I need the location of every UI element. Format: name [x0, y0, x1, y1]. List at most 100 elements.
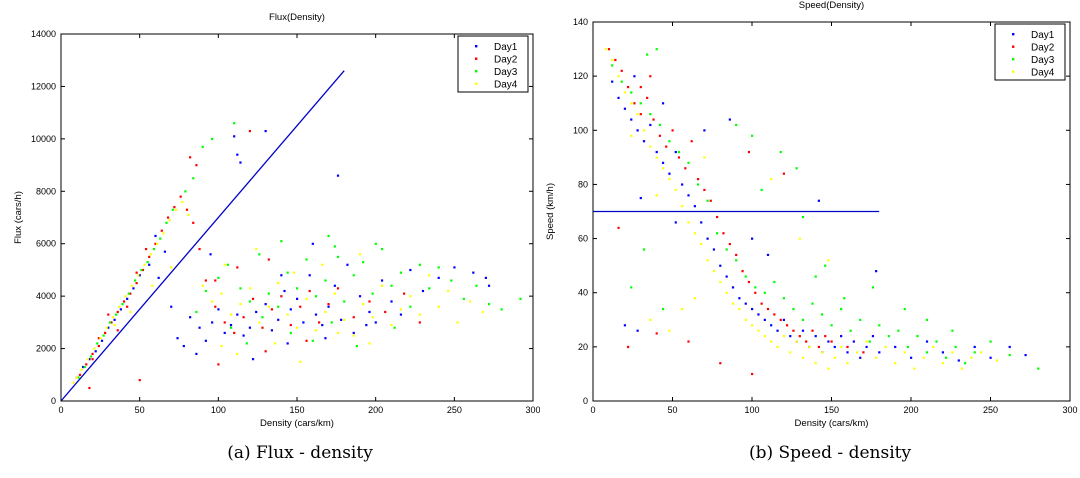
data-point-day2	[308, 289, 311, 293]
data-point-day3	[362, 261, 365, 264]
data-point-day1	[725, 275, 728, 278]
data-point-day4	[428, 274, 431, 277]
x-tick-label: 150	[289, 405, 304, 415]
data-point-day4	[894, 362, 897, 365]
data-point-day3	[916, 335, 919, 338]
data-point-day4	[358, 253, 362, 256]
chart-title: Flux(Density)	[269, 12, 325, 23]
data-point-day3	[801, 318, 805, 321]
data-point-day1	[623, 107, 626, 110]
data-point-day4	[719, 280, 722, 284]
data-point-day2	[620, 69, 623, 72]
data-point-day1	[766, 253, 770, 257]
data-point-day1	[661, 102, 665, 105]
data-point-day3	[871, 286, 875, 289]
data-point-day4	[481, 310, 484, 314]
data-point-day3	[289, 331, 292, 335]
data-point-day4	[75, 376, 78, 379]
data-point-day3	[462, 297, 465, 300]
legend-label: Day2	[494, 55, 518, 66]
data-point-day2	[684, 167, 687, 170]
data-point-day1	[941, 351, 944, 354]
data-point-day3	[355, 344, 358, 348]
data-point-day1	[957, 359, 960, 362]
data-point-day4	[776, 345, 779, 349]
data-point-day2	[846, 345, 849, 349]
data-point-day3	[677, 150, 681, 154]
data-point-day4	[789, 351, 792, 354]
data-point-day1	[421, 289, 425, 293]
data-point-day3	[820, 313, 824, 316]
data-point-day4	[220, 292, 223, 295]
data-point-day4	[604, 48, 607, 51]
data-point-day1	[770, 324, 773, 327]
data-point-day1	[973, 345, 976, 349]
data-point-day3	[108, 321, 111, 324]
data-point-day3	[801, 215, 805, 219]
legend-marker	[475, 57, 478, 60]
data-point-day3	[735, 259, 738, 262]
data-point-day2	[646, 96, 649, 99]
data-point-day3	[102, 334, 105, 337]
scatter-points	[604, 48, 1040, 376]
data-point-day2	[798, 335, 801, 338]
data-point-day1	[198, 326, 201, 329]
data-point-day4	[840, 345, 843, 349]
data-point-day2	[824, 335, 827, 338]
data-point-day2	[754, 291, 757, 294]
data-point-day1	[852, 340, 855, 343]
y-tick-label: 40	[578, 288, 588, 298]
data-point-day2	[107, 313, 110, 316]
data-point-day3	[954, 345, 957, 349]
data-point-day2	[173, 206, 176, 209]
data-point-day1	[751, 237, 754, 240]
y-tick-label: 12000	[31, 81, 56, 91]
data-point-day4	[706, 259, 709, 262]
data-point-day4	[681, 205, 684, 208]
data-point-day1	[321, 323, 324, 327]
data-point-day1	[248, 326, 251, 329]
data-point-day1	[472, 271, 475, 274]
data-point-day4	[693, 232, 696, 235]
data-point-day2	[233, 331, 236, 335]
data-point-day1	[700, 221, 703, 224]
data-point-day2	[747, 280, 751, 284]
data-point-day3	[89, 355, 93, 358]
data-point-day1	[107, 326, 110, 329]
data-point-day3	[782, 297, 785, 300]
data-point-day3	[121, 303, 124, 306]
data-point-day1	[623, 324, 626, 327]
data-point-day2	[267, 258, 270, 261]
data-point-day1	[242, 334, 245, 337]
data-point-day4	[113, 323, 116, 327]
data-point-day4	[447, 289, 450, 293]
legend-marker	[1012, 70, 1015, 73]
data-point-day3	[261, 316, 264, 319]
data-point-day4	[630, 134, 633, 137]
data-point-day3	[258, 253, 261, 256]
data-point-day2	[779, 318, 782, 321]
data-point-day2	[280, 295, 283, 298]
x-tick-label: 300	[1062, 405, 1077, 415]
data-point-day4	[642, 129, 646, 132]
caption-b: (b) Speed - density	[748, 443, 912, 463]
data-point-day3	[239, 287, 242, 290]
data-point-day3	[668, 140, 671, 143]
data-point-day4	[72, 381, 75, 384]
data-point-day1	[757, 313, 760, 316]
reference-line	[60, 70, 345, 402]
data-point-day2	[792, 329, 795, 332]
data-point-day2	[782, 172, 785, 175]
data-point-day2	[722, 232, 725, 235]
data-point-day4	[99, 337, 102, 340]
data-point-day1	[865, 345, 868, 349]
data-point-day4	[770, 340, 773, 343]
y-axis-label: Speed (km/h)	[545, 183, 556, 240]
x-axis-label: Density (cars/km)	[260, 418, 334, 429]
data-point-day3	[343, 300, 346, 303]
data-point-day4	[960, 367, 964, 370]
data-point-day4	[118, 305, 121, 308]
data-point-day3	[159, 237, 162, 240]
data-point-day3	[201, 145, 204, 148]
data-point-day2	[677, 156, 681, 159]
